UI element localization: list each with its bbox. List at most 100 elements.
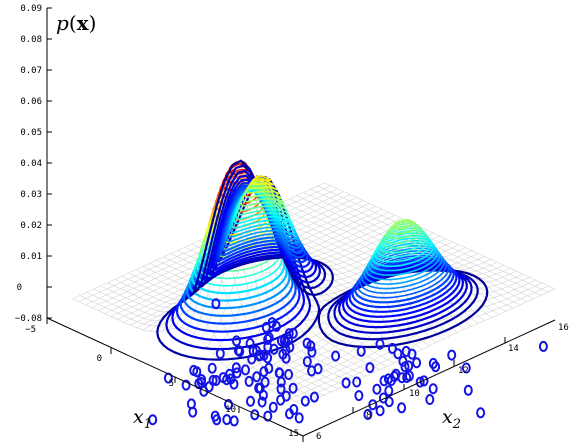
contour-ring (254, 175, 272, 182)
sample-point (258, 389, 268, 401)
sample-point (365, 362, 375, 374)
contour-ring (251, 177, 275, 186)
sample-point (397, 402, 407, 414)
z-tick: 0.02 (20, 221, 52, 231)
sample-point (425, 394, 435, 405)
sample-point (393, 348, 403, 360)
sample-point (181, 379, 191, 391)
sample-markers (148, 298, 548, 427)
svg-text:0: 0 (17, 283, 22, 293)
sample-point (284, 369, 294, 380)
contour-ring (338, 267, 468, 329)
svg-text:15: 15 (288, 429, 299, 439)
contour-ring (240, 185, 286, 208)
sample-point (400, 361, 410, 373)
z-tick: 0.01 (20, 252, 52, 262)
svg-text:5: 5 (169, 379, 174, 389)
sample-point (391, 368, 401, 380)
sample-point (264, 362, 274, 374)
svg-text:0.09: 0.09 (20, 4, 42, 14)
sample-point (271, 320, 281, 332)
sample-point (379, 375, 389, 387)
sample-point (281, 390, 291, 402)
contour-lines (156, 159, 489, 361)
sample-point (387, 342, 397, 354)
contour-ring (212, 178, 314, 274)
contour-ring (371, 237, 435, 267)
sample-point (235, 346, 245, 357)
sample-point (372, 383, 382, 395)
sample-point (232, 335, 241, 347)
x2-tick: 12 (453, 360, 469, 376)
contour-ring (365, 245, 441, 281)
contour-ring (356, 254, 450, 299)
contour-ring (205, 169, 321, 284)
sample-point (186, 398, 196, 410)
svg-text:8: 8 (366, 411, 371, 421)
x2-tick: 14 (504, 337, 519, 354)
sample-point (352, 376, 362, 388)
contour-ring (175, 180, 301, 333)
z-tick: 0.09 (20, 4, 52, 14)
z-tick: 0.07 (20, 66, 52, 76)
contour-ring (348, 261, 458, 313)
svg-text:0.04: 0.04 (20, 159, 42, 169)
sample-point (309, 391, 319, 403)
contour-ring (393, 219, 413, 230)
svg-text:14: 14 (508, 344, 519, 354)
sample-point (281, 352, 291, 364)
contour-ring (376, 232, 430, 258)
svg-text:0.07: 0.07 (20, 66, 42, 76)
contour-ring (369, 239, 437, 272)
sample-point (428, 383, 438, 395)
sample-point (263, 333, 273, 345)
sample-point (257, 396, 267, 408)
sample-point (284, 328, 294, 340)
sample-point (244, 375, 254, 387)
sample-point (276, 335, 286, 347)
sample-point (250, 409, 260, 421)
sample-point (229, 415, 239, 427)
sample-point (419, 375, 429, 387)
x1-tick: 5 (169, 377, 176, 389)
svg-text:−0.08: −0.08 (15, 314, 42, 324)
svg-text:−5: −5 (25, 325, 36, 335)
svg-text:0.08: 0.08 (20, 35, 42, 45)
z-axis-label: p(x) (56, 11, 96, 35)
sample-point (463, 384, 473, 396)
sample-point (368, 399, 378, 411)
contour-ring (238, 186, 288, 213)
sample-point (274, 367, 284, 379)
contour-ring (246, 180, 280, 195)
sample-point (363, 408, 373, 420)
contour-ring (215, 181, 311, 269)
sample-point (404, 370, 414, 382)
svg-text:10: 10 (225, 405, 236, 415)
sample-point (401, 345, 411, 357)
sample-point (461, 362, 471, 374)
x2-ticks: 6 8 10 12 14 16 (316, 323, 569, 442)
svg-text:0.02: 0.02 (20, 221, 42, 231)
sample-point (331, 350, 341, 362)
sample-point (306, 340, 316, 352)
sample-point (246, 395, 255, 407)
sample-point (428, 357, 438, 369)
sample-point (288, 327, 298, 339)
svg-text:0.01: 0.01 (20, 252, 42, 262)
sample-point (207, 362, 217, 374)
sample-point (476, 407, 486, 419)
svg-text:10: 10 (409, 389, 420, 399)
sample-point (215, 348, 225, 360)
contour-ring (222, 187, 304, 254)
sample-point (232, 367, 242, 379)
x2-tick: 8 (352, 407, 371, 421)
contour-ring (200, 164, 326, 290)
sample-point (245, 338, 255, 349)
mesh-line (324, 182, 556, 290)
contour-ring (219, 186, 307, 259)
sample-point (285, 408, 294, 420)
z-tick: 0.06 (20, 97, 52, 107)
sample-point (307, 346, 317, 358)
x1-tick: −5 (25, 318, 48, 335)
